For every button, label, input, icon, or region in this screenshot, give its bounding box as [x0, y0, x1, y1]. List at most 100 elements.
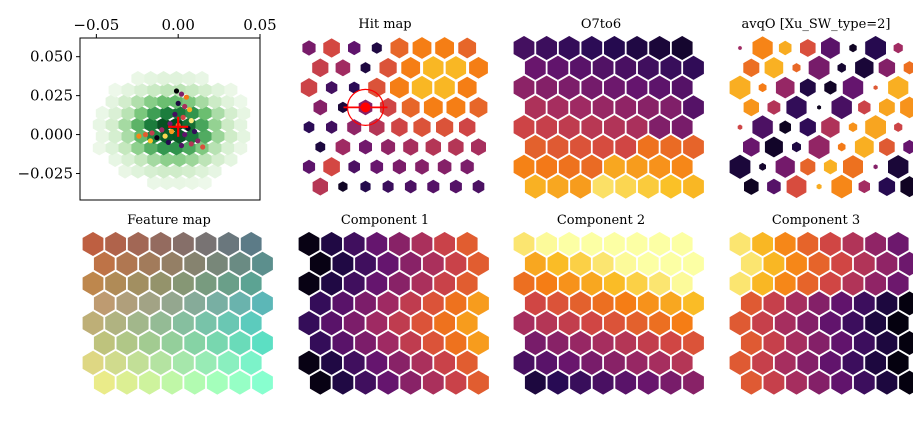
- som-cell: [399, 251, 422, 277]
- scatter-point: [182, 132, 188, 138]
- som-cell: [728, 74, 752, 101]
- som-cell: [368, 117, 386, 137]
- som-cell: [603, 310, 626, 336]
- som-cell: [830, 94, 853, 120]
- som-cell: [648, 154, 671, 180]
- som-cell: [742, 136, 761, 158]
- som-cell: [558, 231, 581, 257]
- som-cell: [297, 310, 321, 336]
- som-cell: [535, 310, 558, 336]
- y-tick-label: 0.025: [30, 87, 73, 105]
- som-cell: [841, 270, 865, 297]
- scatter-point: [173, 88, 180, 94]
- som-cell: [751, 114, 774, 140]
- som-cell: [369, 158, 384, 175]
- som-cell: [297, 350, 321, 376]
- som-cell: [399, 330, 422, 356]
- som-panel-3: [728, 35, 913, 200]
- scatter-point: [175, 100, 181, 106]
- som-cell: [251, 290, 274, 317]
- som-cell: [785, 290, 808, 317]
- som-cell: [778, 119, 792, 135]
- som-cell: [648, 270, 671, 297]
- som-cell: [217, 350, 240, 376]
- som-cell: [433, 231, 456, 257]
- som-cell: [445, 55, 467, 81]
- som-cell: [297, 270, 321, 297]
- som-cell: [728, 270, 752, 297]
- som-cell: [853, 290, 876, 317]
- som-cell: [240, 270, 263, 297]
- som-cell: [524, 251, 547, 277]
- som-cell: [467, 369, 490, 396]
- som-cell: [354, 290, 377, 317]
- scatter-point: [188, 141, 194, 147]
- som-cell: [512, 310, 536, 336]
- som-cell: [410, 310, 434, 336]
- som-cell: [377, 290, 400, 317]
- som-cell: [449, 179, 463, 195]
- som-cell: [412, 116, 432, 138]
- x-tick-label: −0.05: [73, 16, 119, 34]
- som-cell: [183, 251, 206, 277]
- som-cell: [414, 158, 430, 176]
- som-cell: [637, 173, 660, 200]
- som-cell: [580, 270, 603, 297]
- som-cell: [433, 270, 456, 297]
- som-cell: [411, 36, 433, 60]
- som-cell: [437, 158, 453, 176]
- som-cell: [569, 173, 592, 200]
- som-cell: [774, 231, 797, 257]
- som-cell: [762, 330, 785, 356]
- som-cell: [853, 369, 876, 396]
- som-cell: [115, 369, 138, 396]
- density-hex: [118, 117, 132, 133]
- som-cell: [796, 310, 819, 336]
- som-cell: [127, 231, 150, 257]
- som-cell: [569, 55, 592, 81]
- som-cell: [603, 270, 626, 297]
- som-cell: [659, 55, 682, 81]
- som-cell: [857, 179, 871, 194]
- som-cell: [512, 114, 536, 140]
- som-cell: [82, 310, 104, 336]
- scatter-point: [154, 135, 160, 141]
- som-cell: [728, 231, 752, 257]
- som-cell: [808, 55, 831, 81]
- som-cell: [433, 310, 456, 336]
- som-cell: [546, 251, 569, 277]
- som-cell: [127, 350, 150, 376]
- panel-title-hit-map: Hit map: [358, 17, 411, 32]
- som-cell: [580, 114, 603, 140]
- som-cell: [472, 179, 485, 195]
- density-hexbins: [92, 71, 251, 191]
- som-cell: [671, 154, 694, 180]
- som-cell: [762, 251, 785, 277]
- som-cell: [659, 330, 682, 356]
- density-hex: [211, 82, 225, 98]
- som-cell: [251, 369, 274, 396]
- som-cell: [580, 231, 603, 257]
- som-cell: [325, 80, 338, 95]
- density-hex: [160, 152, 174, 167]
- som-cell: [524, 330, 547, 356]
- density-hex: [131, 163, 145, 179]
- som-cell: [183, 369, 206, 396]
- som-cell: [377, 330, 400, 356]
- som-cell: [138, 369, 161, 396]
- som-cell: [820, 36, 841, 60]
- som-cell: [796, 350, 819, 376]
- som-cell: [512, 154, 536, 180]
- density-hex: [134, 105, 148, 121]
- som-cell: [524, 55, 547, 81]
- som-cell: [467, 330, 490, 356]
- density-hex: [224, 152, 238, 167]
- som-cell: [217, 231, 240, 257]
- density-hex: [208, 140, 222, 156]
- som-cell: [458, 116, 477, 138]
- som-cell: [115, 251, 138, 277]
- som-cell: [399, 369, 422, 396]
- density-hex: [157, 163, 171, 179]
- som-cell: [314, 140, 326, 154]
- density-hex: [211, 152, 225, 167]
